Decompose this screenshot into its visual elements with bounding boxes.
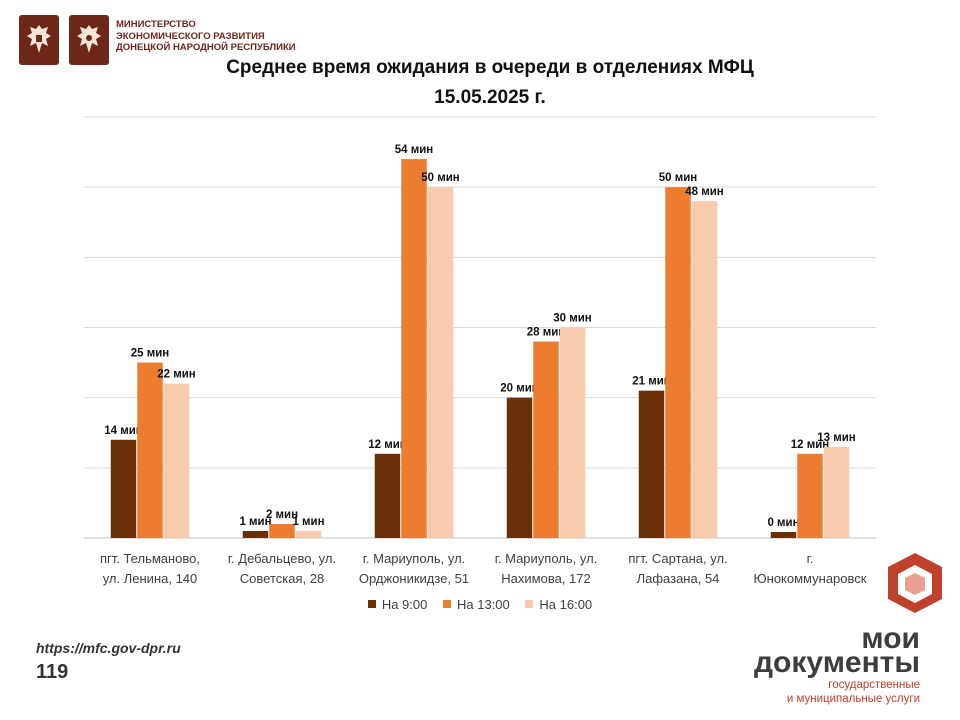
data-label-2-0: 12 мин [368, 439, 407, 451]
data-label-1-2: 1 мин [292, 516, 324, 528]
bar-2-2 [427, 187, 454, 538]
ministry-name: МИНИСТЕРСТВО ЭКОНОМИЧЕСКОГО РАЗВИТИЯ ДОН… [116, 19, 376, 54]
data-label-2-2: 50 мин [421, 172, 460, 184]
bar-4-1 [665, 187, 691, 538]
ministry-line-3: ДОНЕЦКОЙ НАРОДНОЙ РЕСПУБЛИКИ [116, 42, 296, 53]
category-label-2-1: Орджоникидзе, 51 [359, 571, 469, 586]
category-label-4-0: пгт. Сартана, ул. [628, 551, 727, 566]
data-label-3-2: 30 мин [553, 313, 592, 325]
coat-of-arms-dpr-icon [69, 15, 109, 65]
bar-2-1 [401, 159, 427, 538]
website-url[interactable]: https://mfc.gov-dpr.ru [36, 640, 181, 656]
category-label-2-0: г. Мариуполь, ул. [363, 551, 466, 566]
category-label-3-0: г. Мариуполь, ул. [495, 551, 598, 566]
category-label-4-1: Лафазана, 54 [637, 571, 720, 586]
bar-0-1 [137, 362, 163, 538]
data-label-5-0: 0 мин [767, 517, 799, 529]
legend-label-13: На 13:00 [457, 597, 510, 612]
legend-swatch-13 [443, 600, 451, 608]
data-label-1-0: 1 мин [239, 516, 271, 528]
brand-dokumenty: документы [754, 646, 920, 679]
data-label-5-2: 13 мин [817, 432, 856, 444]
chart-date: 15.05.2025 г. [434, 87, 546, 108]
data-label-4-2: 48 мин [685, 186, 724, 198]
legend-item-16: На 16:00 [525, 597, 592, 612]
ministry-line-1: МИНИСТЕРСТВО [116, 19, 196, 30]
data-label-3-0: 20 мин [500, 383, 539, 395]
coat-of-arms-russia-icon [19, 15, 59, 65]
bar-1-2 [295, 530, 322, 538]
bar-3-0 [506, 397, 533, 538]
data-label-4-1: 50 мин [659, 172, 698, 184]
bar-2-0 [374, 453, 401, 538]
brand-moi: мои [861, 622, 920, 655]
ministry-line-2: ЭКОНОМИЧЕСКОГО РАЗВИТИЯ [116, 30, 265, 42]
bar-3-2 [559, 327, 586, 538]
page-number: 119 [36, 661, 69, 683]
legend-item-13: На 13:00 [443, 597, 510, 612]
data-label-0-1: 25 мин [131, 348, 170, 360]
legend-swatch-9 [367, 600, 376, 608]
bar-4-0 [638, 390, 665, 538]
category-label-3-1: Нахимова, 172 [501, 571, 590, 586]
legend-label-9: На 9:00 [381, 597, 428, 612]
legend-item-9: На 9:00 [367, 597, 428, 612]
chart-legend: На 9:00 На 13:00 На 16:00 [0, 597, 960, 612]
legend-label-16: На 16:00 [539, 597, 593, 612]
category-label-0-0: пгт. Тельманово, [100, 551, 200, 566]
legend-swatch-16 [525, 600, 534, 608]
bar-1-0 [242, 530, 269, 538]
category-label-5-0: г. [807, 551, 814, 566]
chart-title: Среднее время ожидания в очереди в отдел… [226, 57, 754, 78]
bar-0-2 [163, 383, 190, 538]
category-label-0-1: ул. Ленина, 140 [103, 571, 198, 586]
bar-0-0 [110, 439, 137, 538]
data-label-2-1: 54 мин [395, 144, 434, 156]
bar-1-1 [269, 523, 295, 538]
brand-subtitle-2: и муниципальные услуги [786, 693, 920, 705]
bar-5-0 [770, 532, 797, 538]
bar-4-2 [691, 201, 718, 538]
bar-5-2 [823, 446, 850, 538]
data-label-1-1: 2 мин [266, 509, 298, 521]
moi-dokumenty-logo-icon [888, 553, 942, 613]
category-label-1-0: г. Дебальцево, ул. [228, 551, 336, 566]
bar-3-1 [533, 341, 559, 538]
data-label-0-2: 22 мин [157, 369, 196, 381]
category-label-5-1: Юнокоммунаровск [754, 571, 867, 586]
data-label-0-0: 14 мин [104, 425, 143, 437]
category-label-1-1: Советская, 28 [240, 571, 324, 586]
data-label-4-0: 21 мин [632, 376, 671, 388]
data-label-5-1: 12 мин [791, 439, 830, 451]
bar-5-1 [797, 453, 823, 538]
brand-subtitle-1: государственные [828, 679, 920, 691]
data-label-3-1: 28 мин [527, 327, 566, 339]
